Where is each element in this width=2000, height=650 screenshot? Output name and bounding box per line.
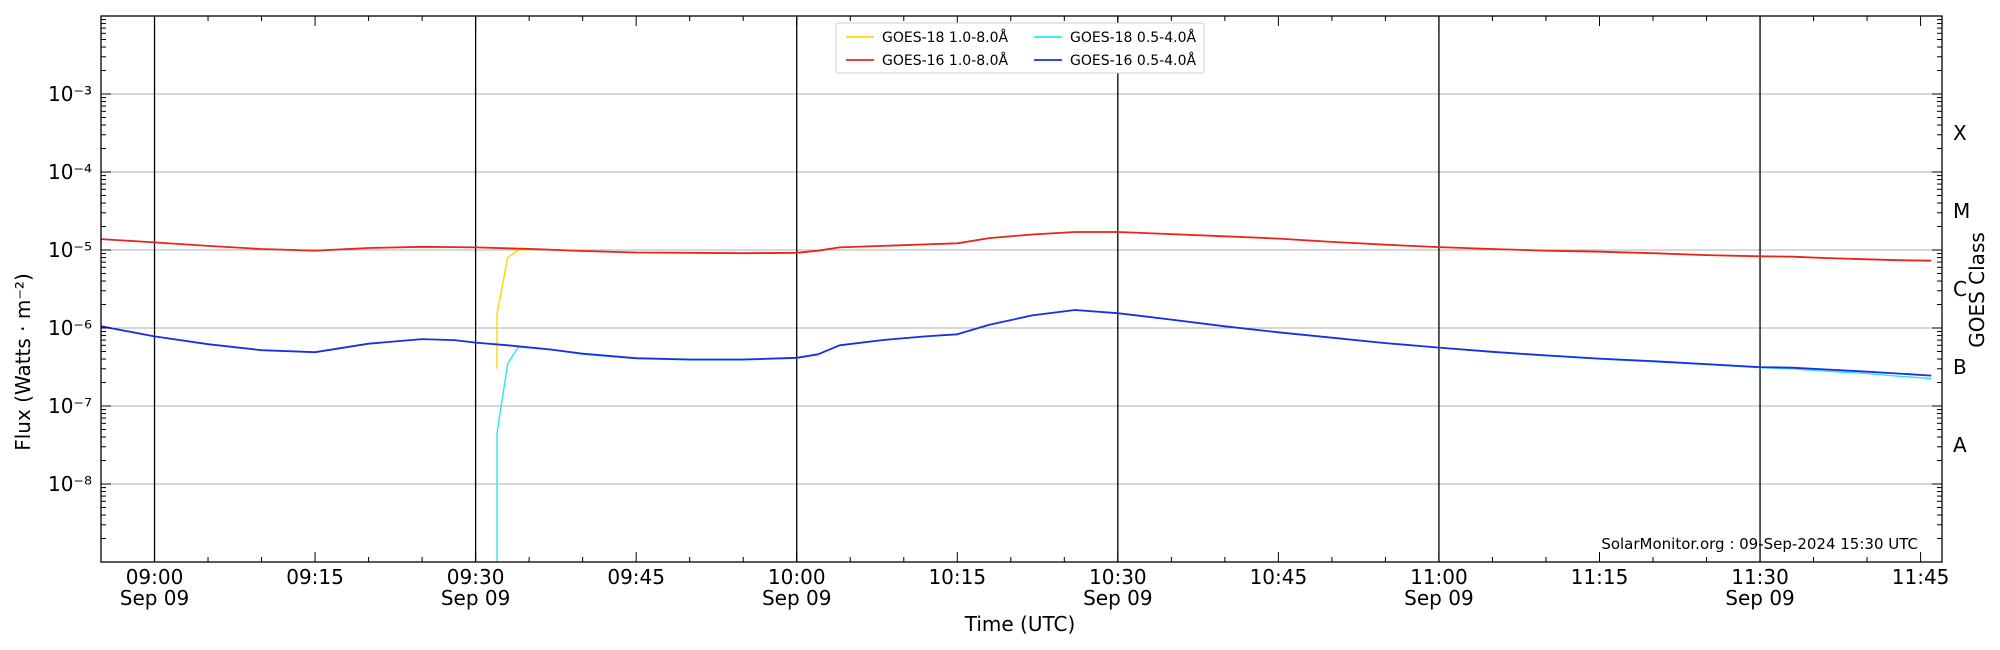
axis-ticks <box>100 16 1942 563</box>
y-tick-label: 10⁻⁷ <box>48 394 92 418</box>
x-tick-label: 09:00 <box>126 565 184 589</box>
x-tick-label: 09:30 <box>447 565 505 589</box>
x-tick-date-label: Sep 09 <box>1404 586 1474 610</box>
x-tick-label: 11:00 <box>1410 565 1468 589</box>
legend-label: GOES-16 1.0-8.0Å <box>882 52 1008 69</box>
legend-label: GOES-18 0.5-4.0Å <box>1070 29 1196 46</box>
day-boundary-lines <box>153 16 1761 562</box>
x-tick-date-label: Sep 09 <box>120 586 190 610</box>
goes-class-label: B <box>1953 355 1967 379</box>
legend-label: GOES-18 1.0-8.0Å <box>882 29 1008 46</box>
y-tick-label: 10⁻⁵ <box>48 238 92 262</box>
series-line <box>496 309 1932 562</box>
goes-class-label: X <box>1953 121 1967 145</box>
x-tick-date-label: Sep 09 <box>1725 586 1795 610</box>
goes-class-label: M <box>1953 199 1970 223</box>
x-tick-label: 11:45 <box>1892 565 1950 589</box>
y-tick-label: 10⁻³ <box>48 82 92 106</box>
x-tick-label: 10:45 <box>1250 565 1308 589</box>
legend-label: GOES-16 0.5-4.0Å <box>1070 52 1196 69</box>
source-annotation: SolarMonitor.org : 09-Sep-2024 15:30 UTC <box>1601 535 1918 553</box>
series-line <box>100 231 1932 262</box>
x-tick-label: 10:15 <box>928 565 986 589</box>
y-tick-label: 10⁻⁴ <box>48 160 92 184</box>
x-tick-label: 11:15 <box>1571 565 1629 589</box>
x-axis-label: Time (UTC) <box>964 612 1076 636</box>
y-tick-label: 10⁻⁸ <box>48 472 92 496</box>
x-tick-label: 11:30 <box>1731 565 1789 589</box>
x-tick-date-label: Sep 09 <box>441 586 511 610</box>
x-tick-label: 09:45 <box>607 565 665 589</box>
gridlines <box>101 93 1942 485</box>
goes-class-label: C <box>1953 277 1967 301</box>
x-tick-label: 10:00 <box>768 565 826 589</box>
x-tick-date-label: Sep 09 <box>762 586 832 610</box>
goes-class-label: A <box>1953 433 1967 457</box>
y-tick-label: 10⁻⁶ <box>48 316 92 340</box>
x-tick-label: 09:15 <box>286 565 344 589</box>
x-tick-date-label: Sep 09 <box>1083 586 1153 610</box>
x-tick-label: 10:30 <box>1089 565 1147 589</box>
legend-box <box>835 22 1205 74</box>
goes-class-axis-label: GOES Class <box>1965 232 1989 348</box>
y-axis-label: Flux (Watts · m⁻²) <box>11 273 35 451</box>
plot-frame <box>100 15 1943 563</box>
series-lines <box>100 231 1932 562</box>
legend: GOES-18 1.0-8.0Å GOES-16 1.0-8.0Å GOES-18 … <box>835 22 1205 74</box>
series-line <box>100 309 1932 377</box>
